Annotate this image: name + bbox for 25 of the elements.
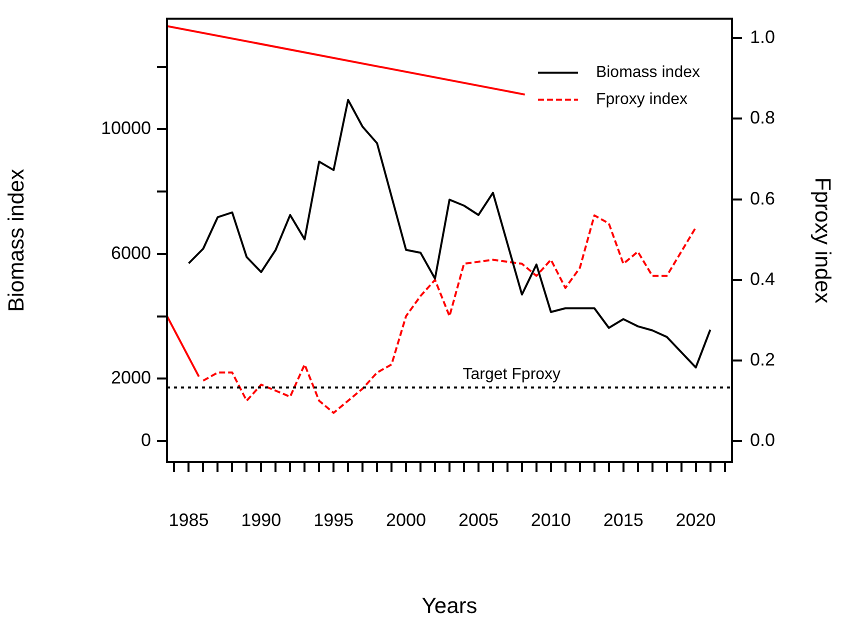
x-tick-label: 2020: [676, 510, 716, 530]
y-tick-label: 2000: [110, 368, 151, 388]
y2-tick-label: 0.6: [750, 188, 776, 208]
x-tick-label: 2015: [603, 510, 644, 530]
y-tick-label: 10000: [100, 118, 151, 138]
legend-label: Biomass index: [596, 64, 700, 82]
x-tick-label: 1985: [168, 510, 209, 530]
line-series: [202, 214, 697, 414]
y-tick-label: 6000: [110, 242, 151, 263]
x-tick-label: 2000: [386, 510, 426, 530]
y2-tick-label: 0.2: [750, 349, 776, 370]
x-tick-label: 1995: [314, 510, 354, 530]
legend-label: Fproxy index: [596, 91, 688, 108]
y2-tick-label: 0.4: [750, 268, 776, 289]
y-axis-title: Biomass index: [3, 168, 28, 312]
y2-tick-label: 0.8: [750, 108, 776, 128]
x-tick-label: 2005: [458, 510, 498, 530]
y2-tick-label: 1.0: [750, 27, 776, 48]
y2-tick-label: 0.0: [750, 430, 776, 450]
y2-axis-title: Fproxy index: [810, 177, 836, 304]
ref-line-label: Target Fproxy: [462, 366, 561, 383]
x-tick-label: 1990: [241, 510, 282, 530]
x-tick-label: 2010: [530, 510, 571, 530]
x-axis-title: Years: [422, 592, 478, 618]
y-tick-label: 0: [140, 430, 151, 450]
